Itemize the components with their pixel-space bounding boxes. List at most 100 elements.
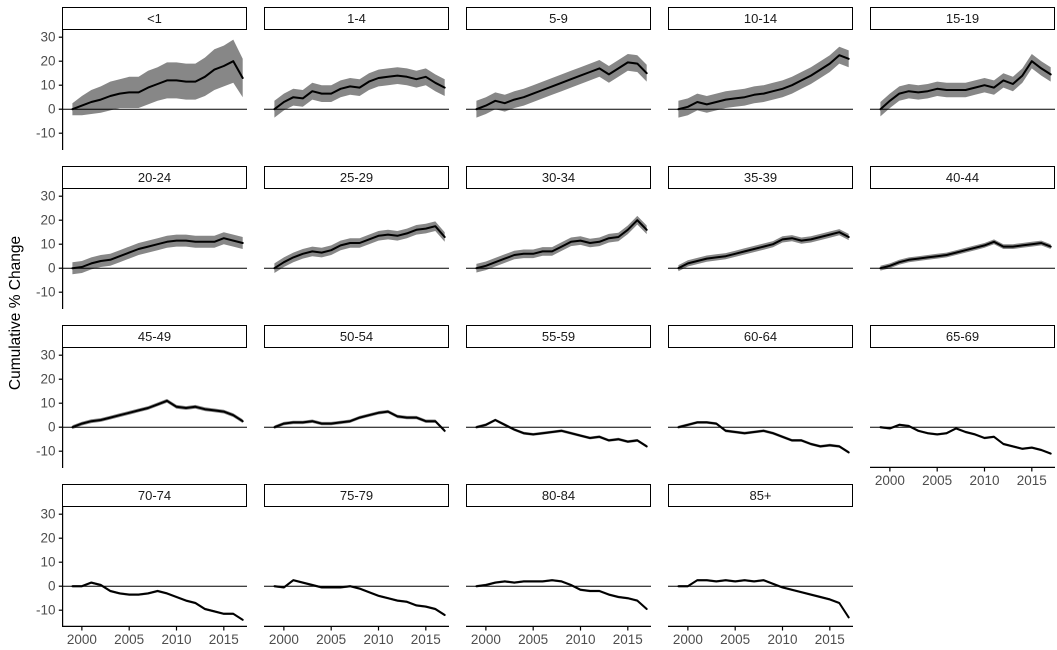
y-tick-label: 30	[40, 507, 55, 522]
facet-panel: 85+ 2000 2005 2010 2015	[668, 484, 853, 647]
facet-strip: 40-44	[870, 166, 1055, 189]
confidence-ribbon	[72, 39, 243, 116]
facet-strip-label: 45-49	[137, 329, 172, 344]
confidence-ribbon	[72, 398, 243, 430]
facet-panel: 70-74 30 20 10 0 -10 2000 2005 2010 2015	[36, 484, 247, 647]
facet-plot-area: 2000 2005 2010 2015	[668, 579, 853, 647]
trend-line	[71, 399, 244, 429]
x-tick-label: 2005	[518, 632, 548, 647]
y-tick-label: -10	[36, 126, 56, 141]
facet-strip-label: 65-69	[945, 329, 980, 344]
facet-strip-label: 60-64	[743, 329, 778, 344]
trend-line	[677, 231, 850, 270]
y-tick-label: 10	[40, 396, 55, 411]
facet-strip: 85+	[668, 484, 853, 507]
y-tick-label: 20	[40, 531, 55, 546]
facet-panel: 75-79 2000 2005 2010 2015	[264, 484, 449, 647]
facet-plot-area: 30 20 10 0 -10	[36, 348, 247, 468]
trend-line	[273, 225, 446, 270]
facet-plot-area	[264, 67, 449, 118]
y-tick-label: -10	[36, 285, 56, 300]
y-tick-label: -10	[36, 444, 56, 459]
confidence-ribbon	[274, 67, 445, 118]
facet-strip-label: 10-14	[743, 11, 778, 26]
y-tick-label: 0	[48, 261, 56, 276]
facet-panel: <1 30 20 10 0 -10	[36, 7, 247, 150]
facet-panel: 1-4	[264, 7, 449, 150]
facet-strip-label: 50-54	[339, 329, 374, 344]
trend-line	[879, 423, 1052, 455]
panels-grid: <1 30 20 10 0 -10 1-4 5-9 10-14 15-19 20-24 30 20 10 0…	[36, 7, 1055, 647]
facet-strip-label: 35-39	[743, 170, 778, 185]
facet-plot-area	[668, 46, 853, 118]
facet-plot-area	[870, 239, 1055, 271]
x-tick-label: 2010	[161, 632, 191, 647]
facet-plot-area: 2000 2005 2010 2015	[870, 423, 1055, 488]
facet-strip: 45-49	[62, 325, 247, 348]
y-tick-label: 30	[40, 30, 55, 45]
x-tick-label: 2000	[269, 632, 299, 647]
x-tick-label: 2000	[67, 632, 97, 647]
trend-line	[273, 410, 446, 432]
x-tick-label: 2005	[114, 632, 144, 647]
facet-plot-area: 2000 2005 2010 2015	[264, 579, 449, 647]
x-tick-label: 2005	[316, 632, 346, 647]
facet-strip-label: 75-79	[339, 488, 374, 503]
confidence-ribbon	[880, 54, 1051, 117]
facet-strip-label: 40-44	[945, 170, 980, 185]
confidence-ribbon	[476, 579, 647, 611]
y-tick-label: 20	[40, 54, 55, 69]
facet-plot-area	[466, 54, 651, 118]
x-tick-label: 2000	[471, 632, 501, 647]
facet-panel: 30-34	[466, 166, 651, 309]
facet-strip-label: 80-84	[541, 488, 576, 503]
trend-line	[475, 61, 648, 111]
facet-strip: 70-74	[62, 484, 247, 507]
facet-strip: <1	[62, 7, 247, 30]
facet-plot-area	[264, 221, 449, 273]
facet-panel: 15-19	[870, 7, 1055, 150]
facet-strip: 50-54	[264, 325, 449, 348]
trend-line	[879, 60, 1052, 111]
facet-plot-area: 2000 2005 2010 2015	[466, 579, 651, 647]
x-tick-label: 2015	[613, 632, 643, 647]
confidence-ribbon	[678, 46, 849, 118]
confidence-ribbon	[274, 579, 445, 617]
trend-line	[879, 240, 1052, 270]
facet-plot-area	[466, 215, 651, 273]
confidence-ribbon	[476, 54, 647, 118]
facet-plot-area	[668, 421, 853, 454]
y-tick-label: 10	[40, 237, 55, 252]
facet-strip-label: 20-24	[137, 170, 172, 185]
facet-panel: 25-29	[264, 166, 449, 309]
facet-strip-label: 15-19	[945, 11, 980, 26]
confidence-ribbon	[274, 409, 445, 433]
confidence-ribbon	[880, 423, 1051, 455]
facet-panel: 45-49 30 20 10 0 -10	[36, 325, 247, 468]
y-tick-label: 20	[40, 213, 55, 228]
trend-line	[71, 237, 244, 270]
y-tick-label: 30	[40, 348, 55, 363]
x-tick-label: 2000	[875, 473, 905, 488]
facet-strip-label: 55-59	[541, 329, 576, 344]
facet-strip: 60-64	[668, 325, 853, 348]
x-tick-label: 2010	[565, 632, 595, 647]
trend-line	[475, 219, 648, 270]
facet-strip-label: 5-9	[549, 11, 568, 26]
trend-line	[71, 60, 244, 111]
facet-strip: 1-4	[264, 7, 449, 30]
facet-plot-area	[264, 409, 449, 433]
trend-line	[677, 579, 850, 619]
facet-panel: 10-14	[668, 7, 853, 150]
facet-strip: 80-84	[466, 484, 651, 507]
y-tick-label: 20	[40, 372, 55, 387]
facet-strip: 75-79	[264, 484, 449, 507]
facet-panel: 35-39	[668, 166, 853, 309]
y-tick-label: 10	[40, 555, 55, 570]
facet-plot-area	[466, 418, 651, 448]
facet-strip: 20-24	[62, 166, 247, 189]
confidence-ribbon	[678, 421, 849, 454]
facet-panel: 50-54	[264, 325, 449, 468]
x-tick-label: 2005	[922, 473, 952, 488]
